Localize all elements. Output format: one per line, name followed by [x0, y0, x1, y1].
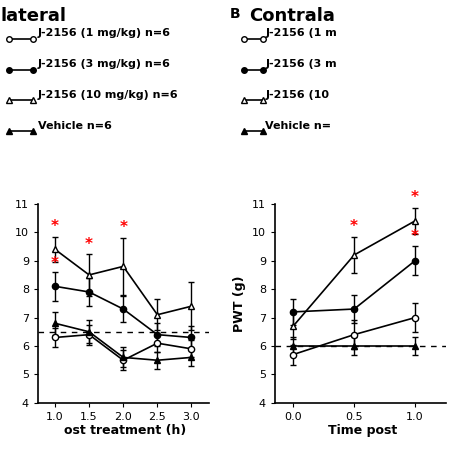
Text: *: *: [85, 237, 93, 252]
Text: J-2156 (1 mg/kg) n=6: J-2156 (1 mg/kg) n=6: [38, 28, 171, 38]
Text: Vehicle n=6: Vehicle n=6: [38, 120, 112, 131]
Text: B: B: [230, 7, 240, 21]
Text: J-2156 (10 mg/kg) n=6: J-2156 (10 mg/kg) n=6: [38, 90, 179, 100]
Text: *: *: [51, 255, 59, 271]
Text: J-2156 (3 m: J-2156 (3 m: [265, 59, 337, 69]
Text: lateral: lateral: [0, 7, 66, 25]
Text: Time post: Time post: [328, 424, 397, 437]
Text: *: *: [119, 220, 127, 235]
Y-axis label: PWT (g): PWT (g): [233, 275, 246, 332]
Text: J-2156 (1 m: J-2156 (1 m: [265, 28, 337, 38]
Text: *: *: [51, 219, 59, 234]
Text: J-2156 (3 mg/kg) n=6: J-2156 (3 mg/kg) n=6: [38, 59, 171, 69]
Text: Vehicle n=: Vehicle n=: [265, 120, 331, 131]
Text: ost treatment (h): ost treatment (h): [64, 424, 187, 437]
Text: *: *: [411, 190, 419, 205]
Text: Contrala: Contrala: [249, 7, 335, 25]
Text: *: *: [350, 219, 358, 234]
Text: *: *: [411, 228, 419, 244]
Text: J-2156 (10: J-2156 (10: [265, 90, 329, 100]
